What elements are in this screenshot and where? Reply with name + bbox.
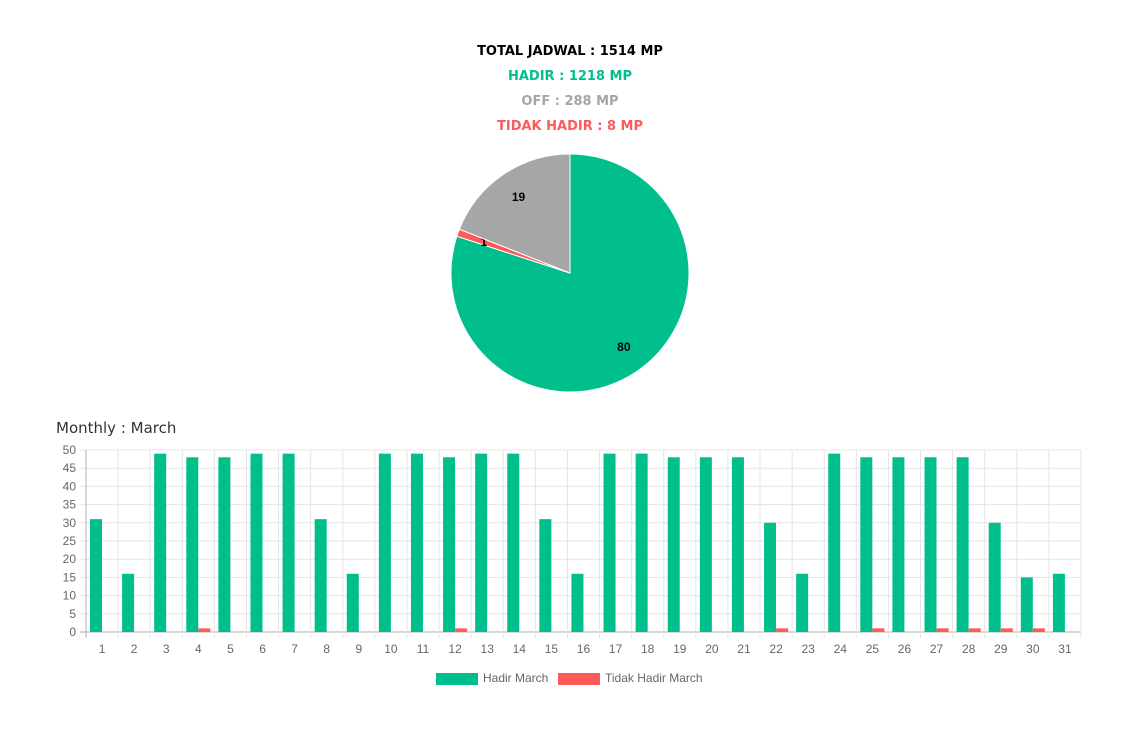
x-tick-label: 23 [801, 642, 815, 656]
legend-swatch-hadir [436, 673, 478, 685]
bar-hadir[interactable] [1020, 577, 1033, 632]
bar-tidak-hadir[interactable] [1032, 628, 1045, 632]
x-tick-label: 6 [259, 642, 266, 656]
y-tick-label: 15 [63, 570, 77, 584]
bar-hadir[interactable] [860, 457, 873, 632]
bar-hadir[interactable] [314, 519, 327, 632]
x-tick-label: 31 [1058, 642, 1072, 656]
bar-hadir[interactable] [346, 573, 359, 632]
x-tick-label: 25 [866, 642, 880, 656]
x-tick-label: 19 [673, 642, 687, 656]
x-tick-label: 16 [577, 642, 591, 656]
bar-hadir[interactable] [250, 453, 263, 632]
x-tick-label: 2 [131, 642, 138, 656]
x-tick-label: 26 [898, 642, 912, 656]
x-tick-label: 22 [769, 642, 783, 656]
x-tick-label: 28 [962, 642, 976, 656]
bar-hadir[interactable] [667, 457, 680, 632]
bar-hadir[interactable] [475, 453, 488, 632]
x-tick-label: 27 [930, 642, 944, 656]
total-jadwal-label: TOTAL JADWAL : 1514 MP [477, 44, 663, 59]
bar-hadir[interactable] [956, 457, 969, 632]
x-tick-label: 20 [705, 642, 719, 656]
bar-hadir[interactable] [892, 457, 905, 632]
hadir-label: HADIR : 1218 MP [507, 69, 632, 84]
pie-slice-label: 80 [617, 340, 631, 354]
bar-hadir[interactable] [635, 453, 648, 632]
bar-hadir[interactable] [988, 522, 1001, 632]
bar-hadir[interactable] [90, 519, 102, 632]
bar-tidak-hadir[interactable] [198, 628, 211, 632]
x-tick-label: 3 [163, 642, 170, 656]
bar-tidak-hadir[interactable] [872, 628, 885, 632]
legend-swatch-tidak-hadir [558, 673, 600, 685]
x-tick-label: 21 [737, 642, 751, 656]
bar-hadir[interactable] [186, 457, 199, 632]
bar-hadir[interactable] [539, 519, 552, 632]
x-tick-label: 1 [99, 642, 106, 656]
off-label: OFF : 288 MP [521, 94, 619, 109]
x-tick-label: 10 [384, 642, 398, 656]
monthly-title: Monthly : March [56, 419, 177, 437]
x-tick-label: 13 [481, 642, 495, 656]
bar-hadir[interactable] [282, 453, 295, 632]
legend-label-hadir: Hadir March [483, 671, 549, 685]
pie-slice[interactable] [450, 153, 690, 393]
bar-hadir[interactable] [924, 457, 937, 632]
y-tick-label: 35 [63, 498, 77, 512]
x-tick-label: 17 [609, 642, 623, 656]
y-tick-label: 30 [63, 516, 77, 530]
bar-tidak-hadir[interactable] [1000, 628, 1013, 632]
y-tick-label: 45 [63, 461, 77, 475]
x-tick-label: 12 [448, 642, 462, 656]
bar-hadir[interactable] [828, 453, 841, 632]
x-tick-label: 15 [545, 642, 559, 656]
bar-hadir[interactable] [410, 453, 423, 632]
bar-hadir[interactable] [443, 457, 456, 632]
pie-slice-label: 1 [480, 235, 487, 249]
bar-hadir[interactable] [507, 453, 520, 632]
y-tick-label: 20 [63, 552, 77, 566]
x-tick-label: 7 [291, 642, 298, 656]
bar-tidak-hadir[interactable] [776, 628, 789, 632]
bar-tidak-hadir[interactable] [968, 628, 981, 632]
x-tick-label: 30 [1026, 642, 1040, 656]
x-tick-label: 18 [641, 642, 655, 656]
x-tick-label: 9 [355, 642, 362, 656]
y-tick-label: 5 [69, 607, 76, 621]
y-tick-label: 25 [63, 534, 77, 548]
attendance-pie-chart: 80 1 19 [450, 153, 690, 393]
bar-tidak-hadir[interactable] [455, 628, 468, 632]
bar-hadir[interactable] [571, 573, 584, 632]
bar-hadir[interactable] [1052, 573, 1065, 632]
pie-slice-label: 19 [512, 190, 526, 204]
bar-tidak-hadir[interactable] [936, 628, 949, 632]
bar-hadir[interactable] [122, 573, 135, 632]
y-tick-label: 50 [63, 443, 77, 457]
x-tick-label: 24 [834, 642, 848, 656]
bar-hadir[interactable] [731, 457, 744, 632]
legend-label-tidak-hadir: Tidak Hadir March [605, 671, 703, 685]
bar-hadir[interactable] [378, 453, 391, 632]
y-tick-label: 40 [63, 479, 77, 493]
x-tick-label: 11 [417, 642, 430, 656]
y-tick-label: 0 [69, 625, 76, 639]
bar-hadir[interactable] [154, 453, 167, 632]
bar-hadir[interactable] [603, 453, 616, 632]
bar-hadir[interactable] [699, 457, 712, 632]
x-tick-label: 5 [227, 642, 234, 656]
bar-hadir[interactable] [796, 573, 809, 632]
x-tick-label: 29 [994, 642, 1008, 656]
pie-slice[interactable] [458, 153, 571, 274]
x-tick-label: 14 [513, 642, 527, 656]
bar-hadir[interactable] [218, 457, 231, 632]
tidak-hadir-label: TIDAK HADIR : 8 MP [496, 119, 644, 134]
x-tick-label: 8 [323, 642, 330, 656]
x-tick-label: 4 [195, 642, 202, 656]
chart-legend: Hadir March Tidak Hadir March [0, 670, 1140, 688]
y-tick-label: 10 [63, 589, 77, 603]
bar-hadir[interactable] [764, 522, 777, 632]
